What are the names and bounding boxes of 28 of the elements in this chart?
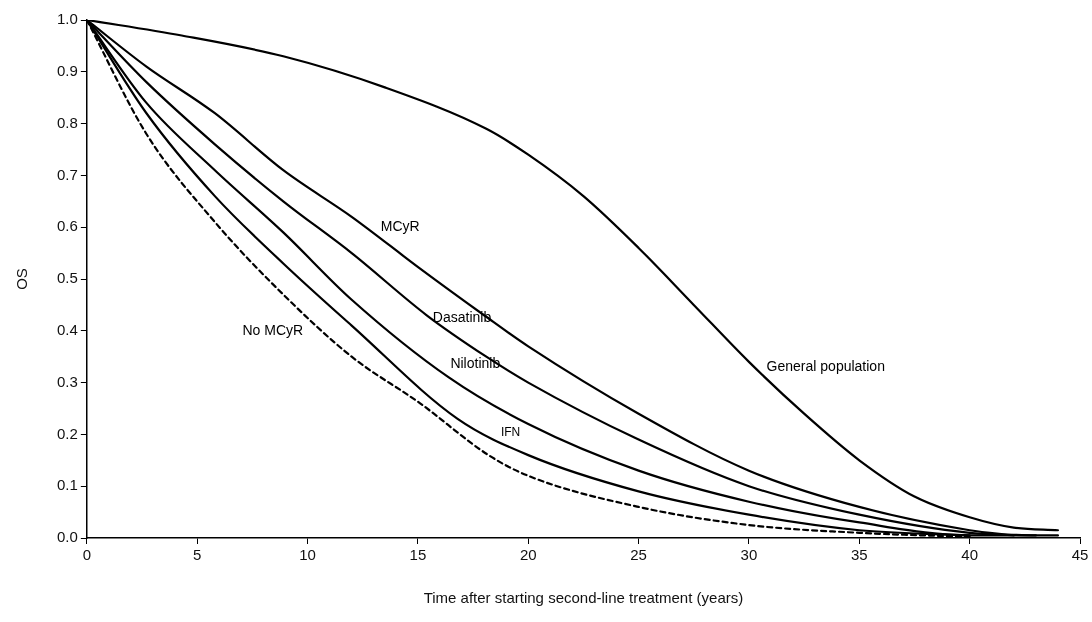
x-tick-label: 20 — [519, 546, 537, 564]
x-tick-label: 15 — [409, 546, 427, 564]
series-label: IFN — [500, 424, 521, 439]
x-axis-title: Time after starting second-line treatment (years) — [423, 589, 744, 607]
y-axis-title: OS — [13, 268, 31, 290]
y-tick-label: 0.3 — [56, 372, 78, 390]
series-label: Nilotinib — [450, 355, 501, 372]
y-tick-label: 0.5 — [56, 269, 78, 287]
x-tick-label: 35 — [850, 546, 868, 564]
y-tick-label: 0.4 — [56, 320, 78, 338]
x-tick-label: 0 — [82, 546, 92, 564]
y-tick-label: 0.8 — [56, 113, 78, 131]
y-tick-label: 1.0 — [56, 10, 78, 28]
series-label: No MCyR — [242, 321, 304, 338]
y-tick-label: 0.6 — [56, 217, 78, 235]
y-tick-label: 0.7 — [56, 165, 78, 183]
y-tick-label: 0.2 — [56, 424, 78, 442]
x-tick-label: 45 — [1071, 546, 1089, 564]
y-tick-label: 0.0 — [56, 528, 78, 546]
x-tick-label: 10 — [299, 546, 316, 564]
x-tick-label: 25 — [630, 546, 647, 564]
x-tick-label: 30 — [740, 546, 758, 564]
y-tick-label: 0.9 — [56, 61, 78, 79]
y-tick-label: 0.1 — [56, 476, 78, 494]
x-tick-label: 5 — [193, 546, 202, 564]
series-label: MCyR — [380, 218, 420, 235]
series-label: General population — [766, 357, 885, 374]
x-tick-label: 40 — [961, 546, 978, 564]
